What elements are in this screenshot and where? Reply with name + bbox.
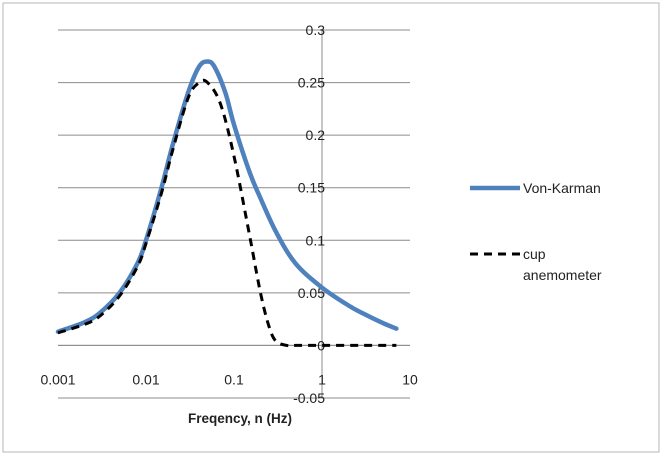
x-tick-labels: 0.001 0.01 0.1 1 10 [40, 371, 418, 387]
series-line-cup-anemometer [57, 78, 397, 348]
y-tick-label: 0.05 [298, 285, 325, 301]
chart-area-border [2, 2, 660, 453]
legend-label-von-karman: Von-Karman [523, 180, 601, 196]
y-tick-label: 0.3 [306, 22, 326, 38]
y-tick-label: 0.1 [306, 232, 326, 248]
x-tick-label: 10 [402, 371, 418, 387]
legend-label-cup-anemometer: cup anemometer [523, 246, 602, 283]
x-axis-label: Freqency, n (Hz) [188, 411, 292, 426]
series-line-von-karman [55, 59, 399, 335]
x-tick-label: 1 [318, 371, 326, 387]
x-tick-label: 0.1 [224, 371, 244, 387]
series-lines [55, 59, 399, 348]
y-tick-label: 0 [317, 337, 325, 353]
x-tick-label: 0.01 [132, 371, 159, 387]
y-tick-label: 0.2 [306, 127, 326, 143]
x-tick-label: 0.001 [40, 371, 75, 387]
y-tick-labels: -0.05 0 0.05 0.1 0.15 0.2 0.25 0.3 [293, 22, 325, 406]
legend: Von-Karman cup anemometer [470, 180, 602, 283]
y-tick-label: -0.05 [293, 390, 325, 406]
y-tick-label: 0.25 [298, 75, 325, 91]
y-tick-label: 0.15 [298, 180, 325, 196]
